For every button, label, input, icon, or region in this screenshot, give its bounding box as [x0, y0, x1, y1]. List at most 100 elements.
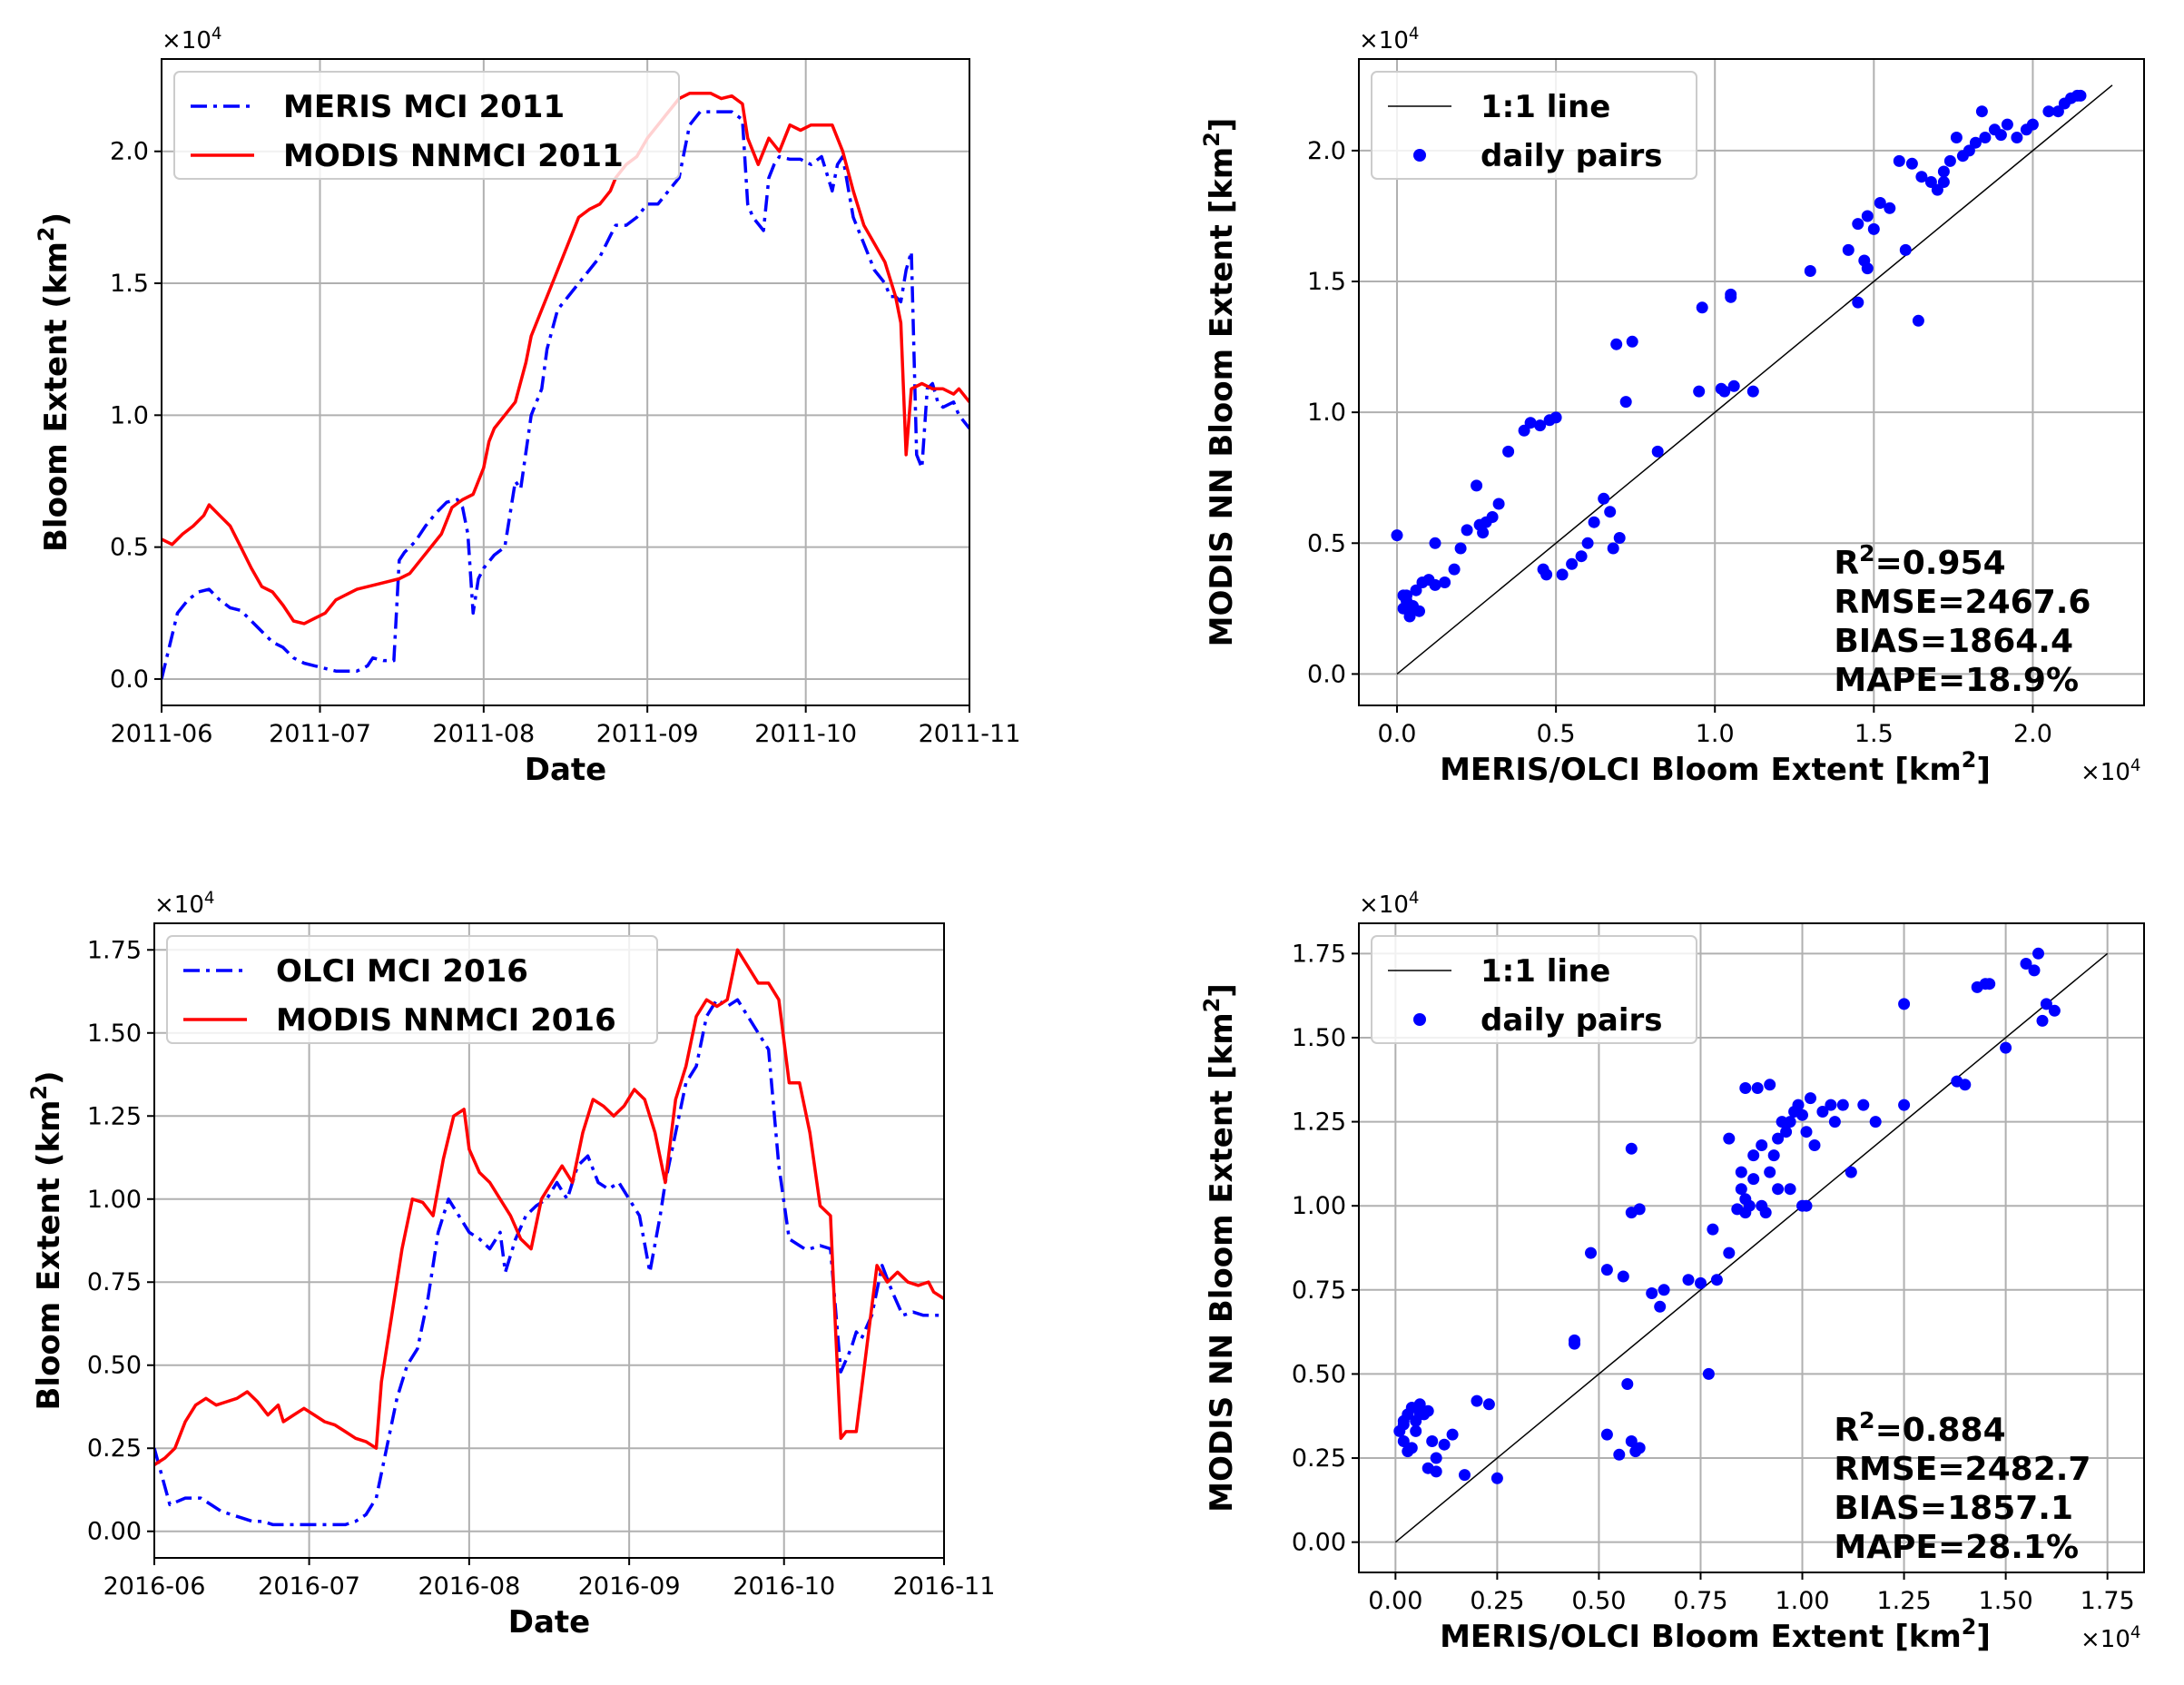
- legend-label: 1:1 line: [1481, 953, 1610, 990]
- scatter-point: [2000, 1041, 2012, 1054]
- scatter-point: [1800, 1126, 1813, 1138]
- scatter-point: [1739, 1193, 1752, 1206]
- y-tick-label: 1.50: [87, 1020, 142, 1048]
- legend-box: [1371, 935, 1697, 1044]
- scatter-point: [1607, 542, 1619, 555]
- y-tick-label: 0.75: [1292, 1276, 1346, 1305]
- scatter-point: [1983, 978, 1996, 990]
- scatter-point: [1747, 1149, 1760, 1162]
- identity-line: [1394, 952, 2109, 1543]
- plot-area: [154, 948, 944, 1527]
- x-tick-label: 0.75: [1673, 1587, 1727, 1615]
- chart-sc2011: 0.0 0.5 1.0 1.5 2.0 0.0 0.5 1.0 1.5 2.0 MODIS NN B…: [1199, 25, 2145, 788]
- scatter-point: [1756, 1139, 1768, 1151]
- scatter-point: [1534, 419, 1547, 432]
- x-axis-label: MERIS/OLCI Bloom Extent [km2]: [1440, 747, 1991, 788]
- scatter-point: [1764, 1166, 1776, 1178]
- y-tick-label: 1.25: [1292, 1109, 1346, 1137]
- x-axis-label: MERIS/OLCI Bloom Extent [km2]: [1440, 1614, 1991, 1655]
- axes-frame: [1358, 58, 2145, 706]
- y-tick-label: 1.75: [87, 936, 142, 964]
- y-tick-label: 1.0: [1307, 399, 1346, 427]
- scatter-point: [1784, 1116, 1796, 1128]
- scatter-point: [1696, 301, 1708, 314]
- x-tick-label: 1.75: [2081, 1587, 2135, 1615]
- scatter-point: [1874, 197, 1886, 209]
- x-tick-label: 2011-06: [111, 720, 213, 748]
- scatter-point: [1626, 335, 1638, 348]
- scatter-point: [1426, 1435, 1439, 1447]
- scatter-point: [1937, 165, 1950, 178]
- scatter-point: [1625, 1142, 1638, 1155]
- legend-label: MODIS NNMCI 2016: [276, 1002, 616, 1039]
- scatter-point: [1735, 1183, 1747, 1196]
- scatter-point: [1556, 568, 1569, 581]
- scatter-point: [1651, 445, 1664, 458]
- stat-line: MAPE=28.1%: [1834, 1529, 2079, 1566]
- series-line-meris: [154, 998, 944, 1527]
- scatter-point: [1959, 1079, 1972, 1091]
- scatter-point: [1723, 1132, 1736, 1145]
- scatter-point: [1816, 1106, 1829, 1118]
- scatter-point: [1429, 537, 1441, 549]
- y-tick-label: 1.00: [1292, 1192, 1346, 1220]
- scatter-point: [1633, 1442, 1646, 1454]
- chart-ts2016: 2016-06 2016-07 2016-08 2016-09 2016-10 2016-…: [26, 889, 995, 1641]
- legend-swatch-points: [1413, 1013, 1426, 1026]
- scatter-point: [1899, 243, 1912, 256]
- series-line-meris: [162, 110, 969, 680]
- x-tick-label: 2011-08: [432, 720, 535, 748]
- y-tick-label: 0.5: [110, 534, 149, 562]
- y-axis-multiplier: ×104: [1359, 889, 1419, 920]
- x-tick-label: 1.50: [1979, 1587, 2033, 1615]
- scatter-point: [1549, 411, 1562, 424]
- scatter-point: [1391, 529, 1403, 542]
- scatter-point: [1429, 578, 1441, 591]
- scatter-point: [2020, 958, 2032, 970]
- scatter-point: [1695, 1276, 1707, 1289]
- scatter-point: [1759, 1207, 1772, 1219]
- stat-line: R2=0.884: [1834, 1407, 2005, 1450]
- x-tick-label: 2016-08: [418, 1572, 520, 1601]
- scatter-point: [1852, 296, 1864, 309]
- scatter-point: [1621, 1378, 1634, 1390]
- y-tick-label: 2.0: [1307, 137, 1346, 165]
- scatter-point: [1937, 176, 1950, 188]
- scatter-point: [1439, 576, 1451, 588]
- scatter-point: [1792, 1099, 1805, 1111]
- scatter-point: [1746, 385, 1759, 398]
- stat-line: R2=0.954: [1834, 540, 2005, 583]
- legend-swatch-points: [1413, 149, 1426, 162]
- y-tick-label: 0.50: [1292, 1360, 1346, 1388]
- y-tick-label: 1.75: [1292, 940, 1346, 968]
- chart-sc2016: 0.00 0.25 0.50 0.75 1.00 1.25 1.50 1.75 0.00 0.25…: [1199, 889, 2145, 1655]
- scatter-point: [1682, 1274, 1695, 1286]
- legend: 1:1 line daily pairs: [1371, 935, 1697, 1044]
- x-tick-label: 2016-07: [258, 1572, 360, 1601]
- scatter-point: [1727, 379, 1740, 392]
- y-tick-label: 0.50: [87, 1352, 142, 1380]
- scatter-point: [2036, 1014, 2049, 1027]
- chart-ts2011: 2011-06 2011-07 2011-08 2011-09 2011-10 2011-…: [34, 25, 1020, 789]
- scatter-point: [1600, 1264, 1613, 1276]
- y-tick-label: 1.5: [110, 270, 149, 298]
- x-axis-multiplier: ×104: [2081, 756, 2140, 787]
- scatter-point: [1430, 1452, 1442, 1464]
- scatter-point: [1410, 584, 1422, 596]
- scatter-point: [1710, 1274, 1723, 1286]
- scatter-point: [1486, 511, 1499, 523]
- series-line-modis: [162, 92, 969, 626]
- scatter-point: [2011, 132, 2023, 143]
- y-tick-label: 1.50: [1292, 1024, 1346, 1052]
- scatter-point: [1702, 1367, 1715, 1380]
- scatter-point: [1751, 1082, 1764, 1094]
- scatter-point: [1569, 1337, 1580, 1350]
- x-tick-label: 0.0: [1378, 720, 1417, 748]
- scatter-point: [1796, 1109, 1808, 1121]
- scatter-point: [1575, 550, 1588, 563]
- x-axis-multiplier: ×104: [2081, 1623, 2140, 1654]
- scatter-point: [1693, 385, 1706, 398]
- scatter-point: [1825, 1099, 1837, 1111]
- y-axis-label: Bloom Extent (km2): [26, 1070, 67, 1410]
- stat-line: BIAS=1857.1: [1834, 1490, 2073, 1527]
